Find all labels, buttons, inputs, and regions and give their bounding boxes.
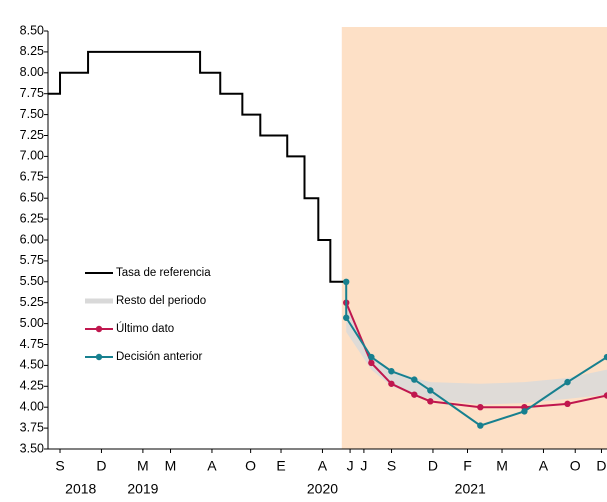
reference-line [48, 50, 346, 283]
x-tick-label: A [318, 458, 328, 474]
y-tick-label: 4.00 [20, 399, 44, 413]
point [427, 387, 434, 394]
year-label: 2019 [127, 481, 158, 497]
legend-label: Tasa de referencia [116, 267, 211, 279]
y-tick-label: 6.75 [20, 170, 44, 184]
point [477, 404, 484, 411]
y-tick-label: 3.50 [20, 441, 44, 455]
axes-layer: 3.50 3.75 4.00 4.25 4.50 4.75 5.00 5.25 5.50 5.75… [20, 23, 607, 497]
point [368, 353, 375, 361]
x-tick-label: S [387, 458, 396, 474]
x-tick-label: A [207, 458, 217, 474]
x-tick-label: D [428, 458, 438, 474]
y-tick-label: 4.50 [20, 358, 44, 372]
y-tick-label: 4.75 [20, 337, 44, 351]
x-tick-label: O [245, 458, 256, 474]
y-tick-label: 8.25 [20, 44, 44, 58]
x-tick-label: O [570, 458, 581, 474]
point [427, 398, 434, 405]
y-tick-label: 4.25 [20, 379, 44, 393]
x-tick-label: M [137, 458, 149, 474]
y-tick-label: 5.00 [20, 316, 44, 330]
y-tick-label: 3.75 [20, 420, 44, 434]
y-tick-label: 7.25 [20, 128, 44, 142]
plot-layer [48, 50, 607, 429]
x-tick-label: F [463, 458, 472, 474]
x-tick-label: J [347, 458, 354, 474]
legend-marker [95, 325, 103, 333]
y-tick-label: 6.25 [20, 211, 44, 225]
point [343, 314, 350, 321]
y-tick-label: 8.00 [20, 65, 44, 79]
point [564, 400, 571, 408]
x-tick-label: A [539, 458, 549, 474]
y-tick-label: 7.50 [20, 107, 44, 121]
point [521, 408, 528, 415]
legend-label: Último dato [116, 322, 174, 335]
point [603, 353, 607, 361]
x-tick-label: D [596, 458, 606, 474]
x-tick-label: J [360, 458, 367, 474]
x-tick-label: E [276, 458, 285, 474]
y-tick-label: 5.50 [20, 274, 44, 288]
point [368, 359, 375, 367]
point [388, 380, 395, 387]
year-label: 2020 [307, 481, 338, 497]
y-tick-label: 7.75 [20, 86, 44, 100]
x-tick-label: M [165, 458, 177, 474]
legend-label: Decisión anterior [116, 351, 202, 363]
x-tick-label: M [496, 458, 508, 474]
point [343, 278, 350, 285]
point [411, 391, 418, 398]
y-tick-label: 8.50 [20, 23, 44, 37]
point [477, 422, 484, 429]
point [388, 368, 395, 375]
x-tick-label: S [55, 458, 64, 474]
legend-marker [95, 353, 103, 361]
y-tick-label: 5.25 [20, 295, 44, 309]
y-tick-label: 6.00 [20, 232, 44, 246]
y-tick-label: 6.50 [20, 190, 44, 204]
point [603, 392, 607, 399]
y-tick-label: 5.75 [20, 253, 44, 267]
y-tick-label: 7.00 [20, 149, 44, 163]
point [411, 376, 418, 383]
year-label: 2021 [455, 481, 486, 497]
year-label: 2018 [65, 481, 96, 497]
point [564, 378, 571, 386]
series-line [345, 281, 607, 427]
legend-label: Resto del periodo [116, 295, 206, 307]
x-tick-label: D [96, 458, 106, 474]
